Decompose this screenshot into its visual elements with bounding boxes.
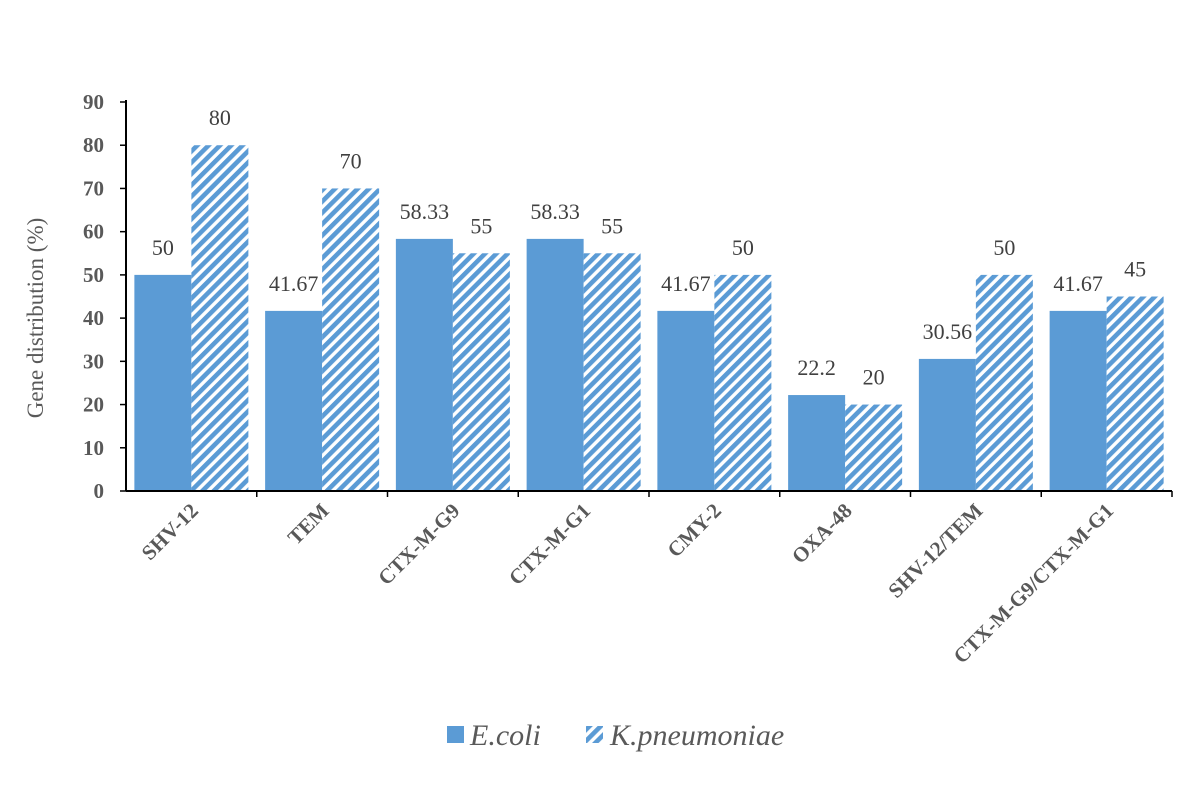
y-axis-ticks: 0 10 20 30 40 50 60 70 80 90	[83, 90, 126, 503]
bars	[134, 145, 1164, 491]
y-tick-label: 50	[83, 263, 104, 287]
data-label: 22.2	[797, 355, 836, 380]
data-label: 55	[470, 213, 492, 238]
x-tick-label: CMY-2	[662, 499, 725, 562]
bar-ecoli	[657, 310, 715, 491]
data-label: 45	[1124, 257, 1146, 282]
bar-ecoli	[1049, 310, 1107, 491]
data-label: 70	[340, 148, 362, 173]
y-tick-label: 40	[83, 306, 104, 330]
x-tick-label: CTX-M-G9	[373, 499, 464, 590]
bar-ecoli	[918, 358, 976, 491]
data-label: 50	[732, 235, 754, 260]
data-label: 50	[152, 235, 174, 260]
y-tick-label: 80	[83, 133, 104, 157]
y-tick-label: 10	[83, 436, 104, 460]
legend-label-kpneumoniae: K.pneumoniae	[609, 719, 784, 752]
data-label: 41.67	[1053, 271, 1103, 296]
legend-swatch-kpneumoniae	[586, 726, 603, 743]
x-tick-label: CTX-M-G1	[504, 499, 595, 590]
x-tick-label: SHV-12/TEM	[883, 498, 987, 602]
legend: E.coli K.pneumoniae	[447, 719, 784, 752]
bar-kpneumoniae	[322, 188, 380, 491]
y-tick-label: 60	[83, 220, 104, 244]
y-tick-label: 20	[83, 393, 104, 417]
data-label: 41.67	[269, 271, 319, 296]
x-axis-ticks: SHV-12 TEM CTX-M-G9 CTX-M-G1 CMY-2 OXA-48 SHV-…	[137, 491, 1173, 668]
y-axis-title: Gene distribution (%)	[23, 218, 48, 419]
bar-kpneumoniae	[975, 274, 1033, 491]
data-label: 20	[863, 365, 885, 390]
bar-kpneumoniae	[845, 404, 903, 491]
bar-ecoli	[788, 395, 846, 491]
bar-kpneumoniae	[452, 253, 510, 491]
data-label: 30.56	[923, 319, 973, 344]
bar-ecoli	[265, 310, 323, 491]
data-label: 58.33	[530, 199, 580, 224]
data-label: 41.67	[661, 271, 711, 296]
bar-kpneumoniae	[714, 274, 772, 491]
bar-kpneumoniae	[583, 253, 641, 491]
y-tick-label: 70	[83, 176, 104, 200]
data-label: 58.33	[400, 199, 450, 224]
y-tick-label: 30	[83, 349, 104, 373]
bar-kpneumoniae	[1106, 296, 1164, 491]
x-tick-label: TEM	[283, 498, 334, 549]
legend-label-ecoli: E.coli	[469, 719, 541, 752]
data-label: 55	[601, 213, 623, 238]
x-tick-label: OXA-48	[787, 499, 857, 569]
data-label: 50	[993, 235, 1015, 260]
bar-ecoli	[134, 274, 192, 491]
x-tick-label: SHV-12	[137, 499, 203, 565]
bar-ecoli	[526, 238, 584, 491]
legend-swatch-ecoli	[447, 726, 464, 743]
data-label: 80	[209, 105, 231, 130]
bar-kpneumoniae	[191, 145, 249, 491]
y-tick-label: 0	[94, 479, 105, 503]
bar-ecoli	[395, 238, 453, 491]
data-labels: 50 80 41.67 70 58.33 55 58.33 55 41.67 50 22.2 20 30…	[152, 105, 1146, 389]
y-tick-label: 90	[83, 90, 104, 114]
axes	[125, 100, 1172, 492]
